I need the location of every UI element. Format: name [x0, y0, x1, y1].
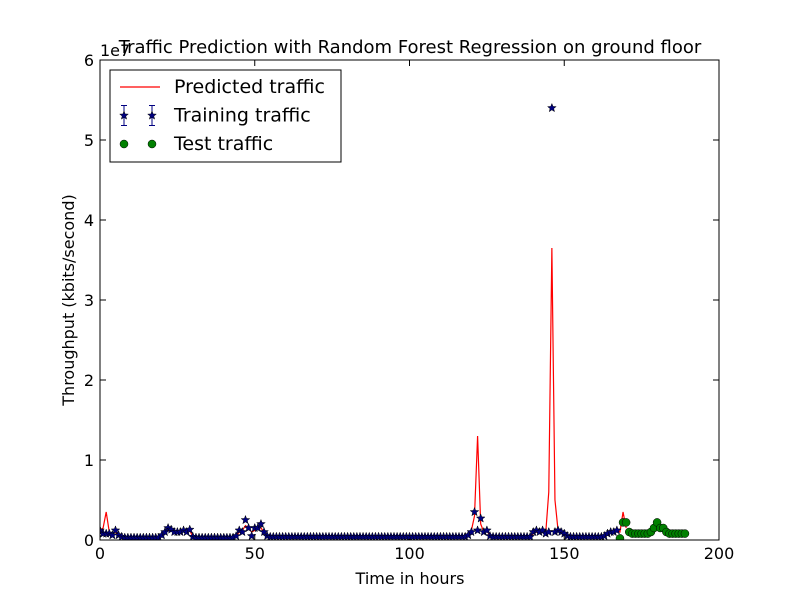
legend-label: Training traffic [173, 105, 311, 127]
x-tick-label: 150 [549, 544, 580, 563]
star-marker [184, 524, 195, 534]
plot-frame [99, 59, 720, 541]
x-tick-label: 100 [394, 544, 425, 563]
y-tick-label: 2 [84, 371, 94, 390]
star-marker [481, 525, 492, 535]
plot-data [100, 102, 690, 540]
circle-marker [621, 518, 631, 527]
star-marker [546, 102, 557, 113]
x-axis-label: Time in hours [355, 569, 465, 588]
chart-title: Traffic Prediction with Random Forest Re… [118, 37, 702, 58]
star-marker [466, 526, 477, 537]
star-marker [110, 525, 121, 535]
y-tick-label: 4 [84, 211, 94, 230]
star-marker [469, 506, 480, 517]
y-tick-label: 5 [84, 131, 94, 150]
star-marker [160, 526, 170, 537]
legend-label: Test traffic [173, 133, 273, 155]
y-tick-label: 6 [84, 51, 94, 70]
star-marker [231, 530, 242, 540]
y-axis-label: Throughput (kbits/second) [59, 194, 78, 406]
y-tick-label: 1 [84, 451, 94, 470]
star-marker [240, 514, 251, 525]
y-offset-label: 1e7 [100, 41, 130, 60]
star-marker [252, 522, 263, 533]
x-tick-label: 200 [704, 544, 735, 563]
legend-marker [119, 110, 129, 120]
y-tick-label: 0 [84, 531, 94, 550]
y-tick-label: 3 [84, 291, 94, 310]
legend-marker [119, 139, 129, 149]
star-marker [525, 531, 536, 540]
star-marker [255, 518, 266, 529]
legend-box [109, 69, 342, 163]
circle-marker [680, 529, 690, 538]
x-tick-label: 50 [245, 544, 265, 563]
legend-marker [147, 139, 157, 149]
star-marker [237, 526, 248, 537]
star-marker [259, 526, 269, 537]
x-tick-label: 0 [95, 544, 105, 563]
legend-marker [147, 110, 157, 120]
legend-label: Predicted traffic [174, 76, 325, 98]
star-marker [246, 530, 257, 540]
circle-marker [615, 534, 625, 540]
star-marker [475, 513, 486, 523]
star-marker [472, 525, 483, 535]
star-marker [611, 525, 622, 535]
